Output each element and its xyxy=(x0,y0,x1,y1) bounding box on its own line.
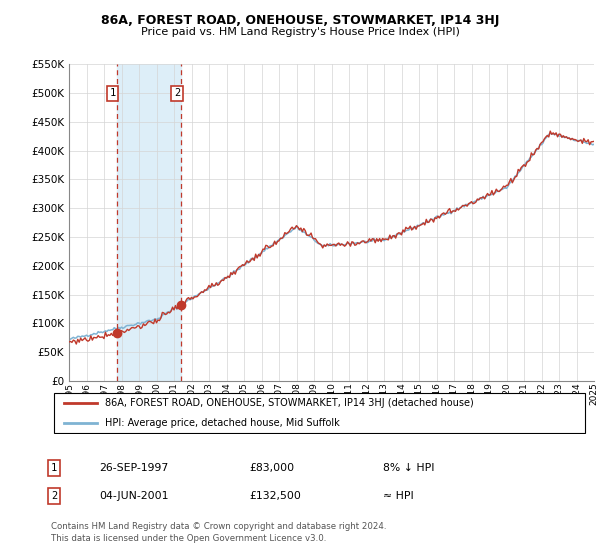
Text: 8% ↓ HPI: 8% ↓ HPI xyxy=(383,463,434,473)
Text: 04-JUN-2001: 04-JUN-2001 xyxy=(99,491,169,501)
Text: 86A, FOREST ROAD, ONEHOUSE, STOWMARKET, IP14 3HJ: 86A, FOREST ROAD, ONEHOUSE, STOWMARKET, … xyxy=(101,14,499,27)
Text: 86A, FOREST ROAD, ONEHOUSE, STOWMARKET, IP14 3HJ (detached house): 86A, FOREST ROAD, ONEHOUSE, STOWMARKET, … xyxy=(105,398,473,408)
Text: £132,500: £132,500 xyxy=(249,491,301,501)
Text: 26-SEP-1997: 26-SEP-1997 xyxy=(99,463,168,473)
Text: 1: 1 xyxy=(51,463,57,473)
Text: 2: 2 xyxy=(174,88,180,98)
Text: Price paid vs. HM Land Registry's House Price Index (HPI): Price paid vs. HM Land Registry's House … xyxy=(140,27,460,37)
Text: HPI: Average price, detached house, Mid Suffolk: HPI: Average price, detached house, Mid … xyxy=(105,418,340,428)
Bar xyxy=(117,64,181,381)
Text: 1: 1 xyxy=(109,88,116,98)
FancyBboxPatch shape xyxy=(53,393,586,433)
Text: £83,000: £83,000 xyxy=(249,463,294,473)
Text: Contains HM Land Registry data © Crown copyright and database right 2024.
This d: Contains HM Land Registry data © Crown c… xyxy=(51,522,386,543)
Text: ≈ HPI: ≈ HPI xyxy=(383,491,413,501)
Text: 2: 2 xyxy=(51,491,57,501)
